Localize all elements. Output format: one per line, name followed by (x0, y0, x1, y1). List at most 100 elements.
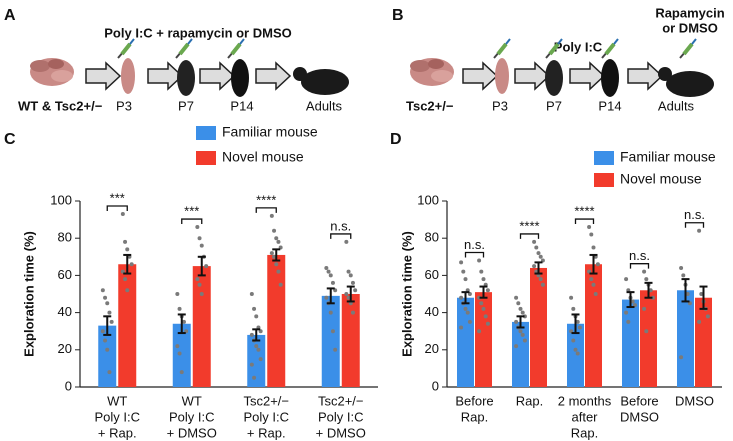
data-point (346, 269, 351, 274)
data-point (252, 306, 257, 311)
data-point (272, 228, 277, 233)
data-point (481, 306, 486, 311)
bar (530, 267, 547, 387)
data-point (105, 301, 110, 306)
stage-label: P3 (116, 98, 132, 113)
data-point (459, 325, 464, 330)
data-point (195, 225, 200, 230)
significance-label: *** (184, 203, 199, 218)
data-point (348, 273, 353, 278)
significance-bracket (519, 233, 540, 239)
y-tick-label: 100 (50, 192, 72, 207)
bar (512, 321, 529, 387)
data-point (518, 329, 523, 334)
error-bar (346, 285, 355, 303)
data-point (326, 269, 331, 274)
data-point (278, 282, 283, 287)
error-bar (252, 328, 261, 342)
data-point (195, 277, 200, 282)
data-point (109, 319, 114, 324)
bar (247, 334, 266, 387)
x-tick-label: WT (107, 393, 127, 408)
significance-bracket (574, 218, 595, 225)
stage-label: P14 (230, 98, 253, 113)
data-point (514, 295, 519, 300)
data-point (624, 310, 629, 315)
data-point (522, 338, 527, 343)
legend-swatch (196, 151, 216, 165)
data-point (575, 319, 580, 324)
data-point (324, 295, 329, 300)
y-tick-label: 20 (425, 341, 439, 356)
data-point (463, 306, 468, 311)
bar (192, 266, 211, 387)
data-point (593, 292, 598, 296)
data-point (642, 269, 647, 274)
stage-label: P7 (178, 98, 194, 113)
error-bar (197, 255, 206, 277)
data-point (197, 282, 202, 287)
data-point (123, 239, 128, 244)
error-bar (516, 315, 525, 329)
significance-label: **** (574, 203, 594, 218)
data-point (705, 314, 710, 319)
significance-label: n.s. (464, 237, 485, 252)
data-point (463, 277, 468, 282)
y-tick-label: 0 (65, 378, 72, 393)
y-tick-label: 60 (58, 267, 72, 282)
bar (98, 325, 117, 387)
data-point (516, 301, 521, 306)
data-point (107, 310, 112, 315)
data-point (697, 319, 702, 324)
x-tick-label: WT (182, 393, 202, 408)
data-point (534, 245, 539, 250)
data-point (642, 306, 647, 311)
data-point (269, 213, 274, 218)
data-point (175, 292, 180, 296)
data-point (624, 277, 629, 282)
stage-label: P3 (492, 98, 508, 113)
data-point (538, 254, 543, 259)
data-point (344, 239, 349, 244)
y-axis-label: Exploration time (%) (399, 231, 414, 357)
error-bar (571, 313, 580, 335)
data-point (591, 245, 596, 250)
data-point (103, 338, 108, 343)
significance-bracket (106, 205, 128, 212)
x-tick-label: + DMSO (167, 425, 217, 440)
data-point (328, 273, 333, 278)
significance-label: n.s. (684, 207, 705, 222)
bar (640, 290, 657, 387)
x-tick-label: Tsc2+/− (243, 393, 289, 408)
data-point (626, 319, 631, 324)
y-tick-label: 60 (425, 267, 439, 282)
data-point (575, 351, 580, 356)
data-point (276, 239, 281, 244)
data-point (353, 288, 358, 293)
significance-bracket (684, 222, 705, 228)
data-point (252, 375, 257, 380)
x-tick-label: Poly I:C (94, 409, 140, 424)
bar (172, 323, 191, 387)
x-tick-label: Poly I:C (243, 409, 289, 424)
data-point (123, 277, 128, 282)
stage-label: Adults (658, 98, 695, 113)
bar (677, 290, 694, 387)
x-tick-label: Rap. (516, 393, 543, 408)
data-point (199, 243, 204, 248)
data-point (177, 351, 182, 356)
data-point (100, 329, 105, 334)
data-point (197, 236, 202, 241)
group-label: WT & Tsc2+/− (18, 98, 103, 113)
y-axis-label: Exploration time (%) (21, 231, 36, 357)
y-tick-label: 100 (417, 192, 439, 207)
data-point (479, 301, 484, 306)
data-point (679, 265, 684, 270)
data-point (479, 269, 484, 274)
significance-label: n.s. (330, 218, 351, 233)
data-point (254, 344, 259, 349)
data-point (107, 370, 112, 375)
panel-b: B Poly I:C Rapamycin or DMSO Tsc2+/− P3 … (392, 5, 725, 113)
panel-letter: A (4, 7, 16, 24)
error-bar (681, 278, 690, 303)
